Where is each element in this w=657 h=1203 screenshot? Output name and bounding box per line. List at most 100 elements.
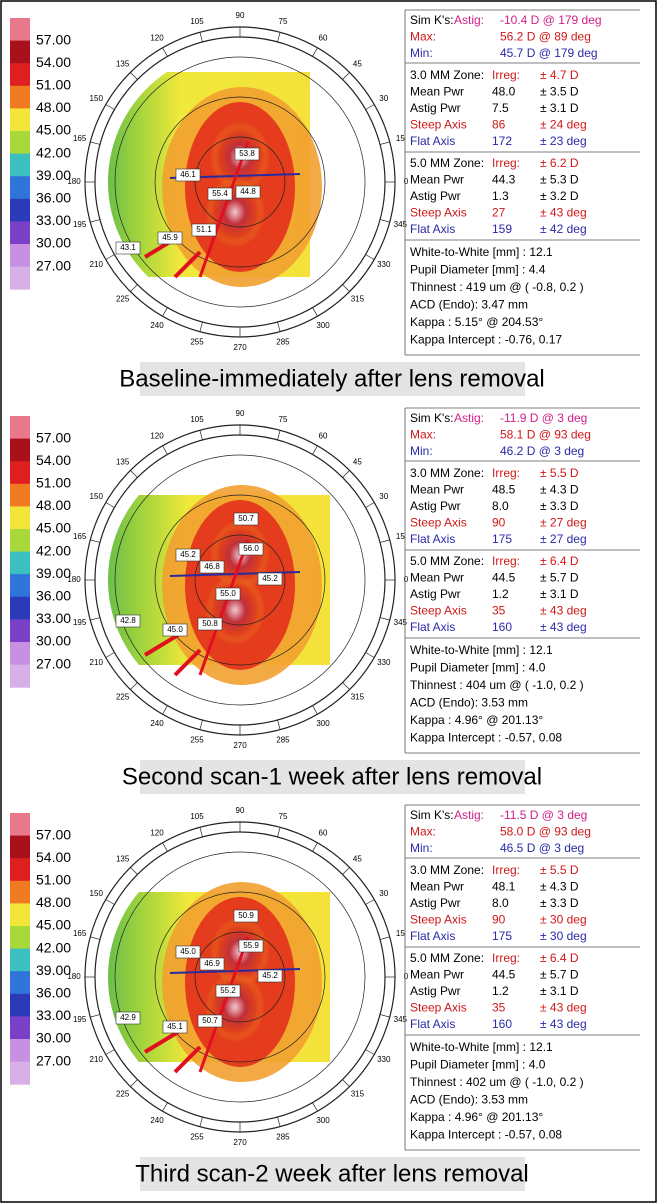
compass-tick bbox=[90, 142, 100, 145]
scale-swatch bbox=[10, 642, 30, 665]
compass-tick bbox=[380, 142, 390, 145]
zone-cell: Mean Pwr bbox=[410, 173, 464, 187]
compass-label: 120 bbox=[150, 431, 164, 440]
sim-k-cell: Max: bbox=[410, 428, 436, 442]
zone-cell: Mean Pwr bbox=[410, 85, 464, 99]
scale-swatch bbox=[10, 994, 30, 1017]
compass-tick bbox=[313, 843, 318, 852]
compass-label: 120 bbox=[150, 33, 164, 42]
compass-label: 195 bbox=[73, 220, 87, 229]
compass-label: 105 bbox=[190, 17, 204, 26]
compass-tick bbox=[278, 430, 281, 440]
map-label: 45.2 bbox=[262, 574, 278, 583]
caption: Third scan-2 week after lens removal bbox=[135, 1160, 529, 1187]
zone-cell: 1.2 bbox=[492, 984, 509, 998]
zone-cell: ± 6.2 D bbox=[540, 156, 579, 170]
scale-swatch bbox=[10, 903, 30, 926]
zone-cell: 3.0 MM Zone: bbox=[410, 68, 484, 82]
scale-swatch bbox=[10, 18, 30, 41]
sim-k-cell: Sim K's: bbox=[410, 13, 454, 27]
compass-tick bbox=[200, 1117, 203, 1127]
map-label: 45.2 bbox=[262, 971, 278, 980]
scale-label: 45.00 bbox=[36, 122, 71, 138]
info-line: Pupil Diameter [mm] : 4.4 bbox=[410, 263, 546, 277]
map-label: 42.9 bbox=[120, 1013, 136, 1022]
map-label: 45.9 bbox=[162, 233, 178, 242]
panel: 57.0054.0051.0048.0045.0042.0039.0036.00… bbox=[10, 805, 640, 1191]
zone-cell: 1.3 bbox=[492, 189, 509, 203]
scale-swatch bbox=[10, 529, 30, 552]
compass-tick bbox=[90, 618, 100, 621]
zone-cell: ± 3.5 D bbox=[540, 85, 579, 99]
map-label: 50.9 bbox=[238, 911, 254, 920]
sim-k-cell: -11.9 D @ 3 deg bbox=[500, 411, 587, 425]
map-label: 55.9 bbox=[243, 941, 259, 950]
compass-tick bbox=[380, 540, 390, 543]
map-label: 46.8 bbox=[204, 562, 220, 571]
compass-label: 0 bbox=[404, 177, 409, 186]
zone-cell: Flat Axis bbox=[410, 620, 455, 634]
compass-label: 225 bbox=[116, 1089, 130, 1098]
compass-tick bbox=[343, 867, 350, 874]
zone-cell: Flat Axis bbox=[410, 532, 455, 546]
zone-cell: ± 6.4 D bbox=[540, 951, 579, 965]
scale-label: 33.00 bbox=[36, 610, 71, 626]
map-label: 55.0 bbox=[220, 589, 236, 598]
scale-label: 51.00 bbox=[36, 475, 71, 491]
scale-label: 30.00 bbox=[36, 235, 71, 251]
zone-cell: 5.0 MM Zone: bbox=[410, 554, 484, 568]
zone-cell: 44.3 bbox=[492, 173, 516, 187]
sim-k-cell: Astig: bbox=[454, 411, 484, 425]
compass-tick bbox=[380, 618, 390, 621]
scale-label: 39.00 bbox=[36, 167, 71, 183]
zone-cell: ± 5.7 D bbox=[540, 571, 579, 585]
scale-label: 57.00 bbox=[36, 31, 71, 47]
info-line: White-to-White [mm] : 12.1 bbox=[410, 1040, 553, 1054]
compass-label: 45 bbox=[353, 855, 362, 864]
scale-label: 39.00 bbox=[36, 962, 71, 978]
compass-tick bbox=[278, 827, 281, 837]
zone-cell: Irreg: bbox=[492, 951, 520, 965]
compass-label: 210 bbox=[90, 658, 104, 667]
compass-label: 255 bbox=[190, 337, 204, 346]
zone-cell: 160 bbox=[492, 620, 512, 634]
map-label: 55.4 bbox=[212, 189, 228, 198]
compass-tick bbox=[200, 322, 203, 332]
compass-label: 255 bbox=[190, 1132, 204, 1141]
compass-tick bbox=[130, 470, 137, 477]
scale-swatch bbox=[10, 552, 30, 575]
scale-swatch bbox=[10, 971, 30, 994]
compass-tick bbox=[90, 1015, 100, 1018]
compass-tick bbox=[163, 308, 168, 317]
compass-tick bbox=[278, 720, 281, 730]
zone-cell: ± 5.3 D bbox=[540, 173, 579, 187]
compass-tick bbox=[200, 32, 203, 42]
zone-cell: Steep Axis bbox=[410, 516, 467, 530]
scale-swatch bbox=[10, 461, 30, 484]
compass-label: 90 bbox=[236, 11, 245, 20]
info-line: Thinnest : 404 um @ ( -1.0, 0.2 ) bbox=[410, 678, 584, 692]
zone-cell: Steep Axis bbox=[410, 604, 467, 618]
map-label: 53.8 bbox=[239, 149, 255, 158]
zone-cell: Steep Axis bbox=[410, 206, 467, 220]
compass-tick bbox=[313, 48, 318, 57]
scale-swatch bbox=[10, 949, 30, 972]
scale-swatch bbox=[10, 439, 30, 462]
zone-cell: Mean Pwr bbox=[410, 571, 464, 585]
compass-label: 60 bbox=[319, 828, 328, 837]
sim-k-cell: 46.2 D @ 3 deg bbox=[500, 444, 584, 458]
zone-cell: ± 27 deg bbox=[540, 516, 587, 530]
compass-label: 270 bbox=[233, 741, 247, 750]
zone-cell: 172 bbox=[492, 134, 512, 148]
scale-swatch bbox=[10, 108, 30, 131]
sim-k-cell: Max: bbox=[410, 825, 436, 839]
scale-swatch bbox=[10, 244, 30, 267]
compass-tick bbox=[106, 900, 115, 905]
compass-tick bbox=[106, 653, 115, 658]
compass-tick bbox=[200, 720, 203, 730]
compass-label: 60 bbox=[319, 33, 328, 42]
topo-map bbox=[100, 882, 330, 1082]
zone-cell: ± 43 deg bbox=[540, 620, 587, 634]
zone-cell: ± 3.2 D bbox=[540, 189, 579, 203]
scale-label: 33.00 bbox=[36, 1007, 71, 1023]
